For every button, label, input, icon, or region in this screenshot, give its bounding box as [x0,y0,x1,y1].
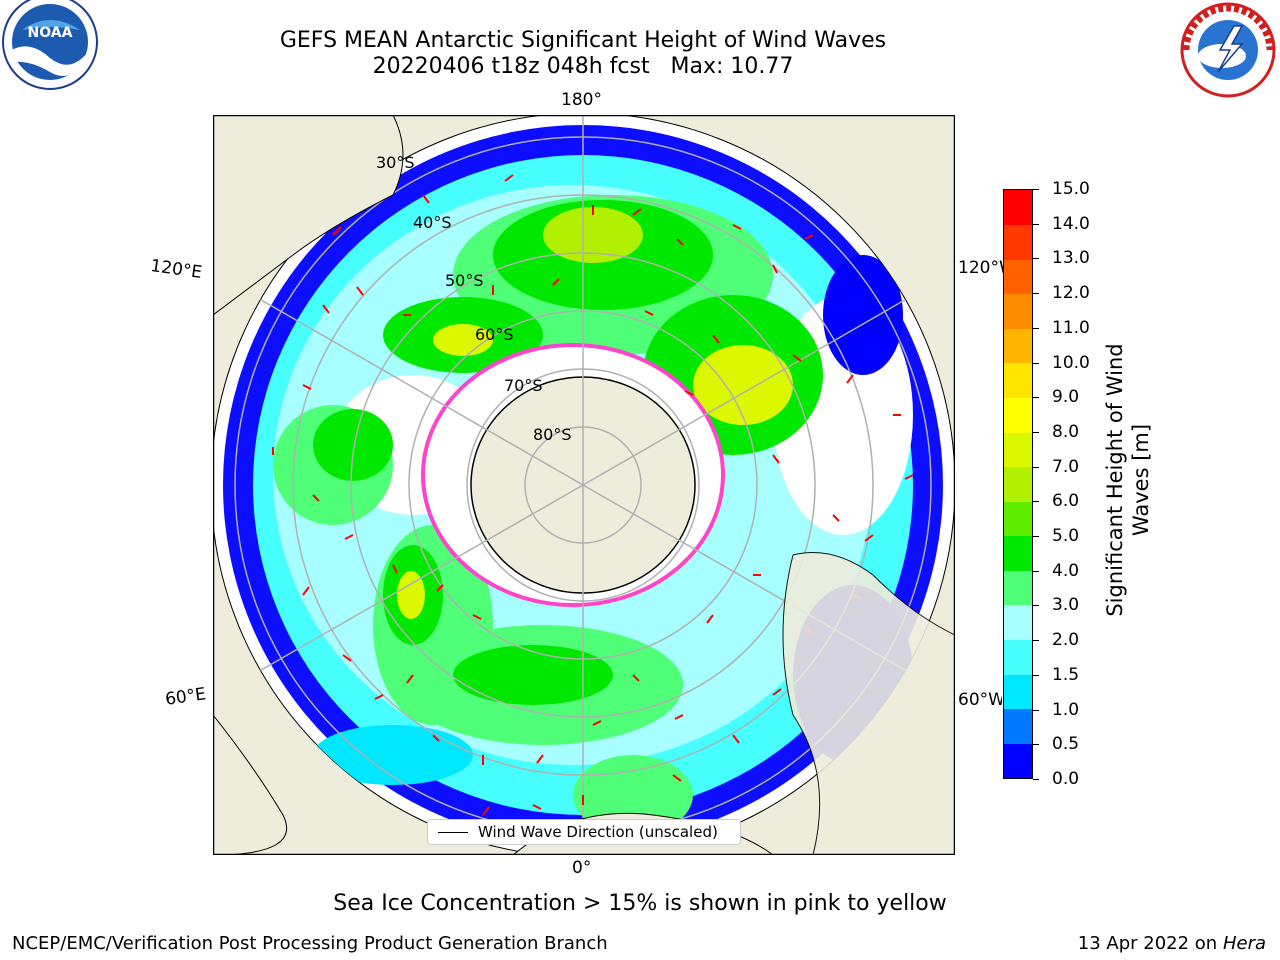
legend-label: Wind Wave Direction (unscaled) [478,823,718,841]
legend-line [438,832,468,833]
colorbar-tick-label: 3.0 [1052,595,1080,616]
colorbar-tick-mark [1033,258,1039,260]
svg-text:NOAA: NOAA [28,25,73,41]
colorbar-segment [1004,328,1032,364]
lon-label-60w: 60°W [958,690,1002,710]
colorbar-tick-label: 15.0 [1052,179,1090,199]
colorbar-tick-mark [1033,501,1039,503]
colorbar-tick-mark [1033,397,1039,399]
colorbar-tick-label: 11.0 [1052,317,1090,338]
colorbar-segment [1004,190,1032,225]
colorbar-tick-mark [1033,605,1039,607]
colorbar-segment [1004,674,1032,710]
map-frame [212,114,956,856]
colorbar-segment [1004,466,1032,502]
colorbar-tick-label: 0.0 [1052,769,1080,789]
colorbar-tick-label: 0.5 [1052,734,1080,755]
lon-label-180: 180° [561,90,602,110]
colorbar-segment [1004,501,1032,537]
colorbar-tick-mark [1033,431,1039,433]
colorbar-tick-label: 2.0 [1052,630,1080,651]
colorbar-tick-label: 9.0 [1052,387,1080,408]
colorbar-segment [1004,639,1032,675]
footer-branch: NCEP/EMC/Verification Post Processing Pr… [12,933,608,954]
colorbar-tick-mark [1033,570,1039,572]
colorbar-segment [1004,535,1032,571]
colorbar-label: Significant Height of Wind Waves [m] [1103,343,1153,617]
lon-label-120w: 120°W [958,258,1006,278]
colorbar-tick-mark [1033,744,1039,746]
lat-label-40s: 40°S [413,213,452,232]
lat-label-60s: 60°S [475,325,514,344]
colorbar-tick-mark [1033,779,1039,780]
lon-label-60e: 60°E [164,684,208,710]
footer-date: 13 Apr 2022 on Hera [1078,933,1266,954]
sea-ice-note: Sea Ice Concentration > 15% is shown in … [333,891,947,916]
colorbar-tick-label: 5.0 [1052,526,1080,547]
colorbar-tick-mark [1033,536,1039,538]
colorbar-tick-label: 7.0 [1052,456,1080,477]
colorbar-tick-mark [1033,362,1039,364]
colorbar-segment [1004,293,1032,329]
colorbar-tick-label: 6.0 [1052,491,1080,512]
lat-label-80s: 80°S [533,425,572,444]
colorbar-segment [1004,708,1032,744]
colorbar-segment [1004,362,1032,398]
colorbar-segment [1004,605,1032,641]
noaa-logo: NOAA [0,0,104,96]
colorbar-segment [1004,743,1032,779]
colorbar-tick-mark [1033,189,1039,190]
colorbar-segment [1004,224,1032,260]
colorbar-segment [1004,259,1032,295]
map-legend: Wind Wave Direction (unscaled) [427,819,741,845]
chart-title: GEFS MEAN Antarctic Significant Height o… [279,28,887,53]
colorbar-tick-label: 4.0 [1052,560,1080,581]
colorbar-tick-label: 8.0 [1052,421,1080,442]
lat-label-50s: 50°S [445,271,484,290]
colorbar-tick-mark [1033,327,1039,329]
polar-map [212,114,956,856]
colorbar-segment [1004,570,1032,606]
colorbar-segment [1004,432,1032,468]
colorbar-tick-label: 1.5 [1052,664,1080,685]
colorbar-tick-label: 1.0 [1052,699,1080,720]
colorbar-segment [1004,397,1032,433]
lon-label-120e: 120°E [149,256,204,284]
colorbar-tick-label: 12.0 [1052,283,1090,304]
colorbar-tick-mark [1033,709,1039,711]
colorbar-tick-mark [1033,674,1039,676]
nws-logo [1176,0,1280,100]
colorbar-tick-mark [1033,223,1039,225]
colorbar [1003,189,1033,779]
colorbar-tick-mark [1033,466,1039,468]
colorbar-tick-label: 14.0 [1052,213,1090,234]
colorbar-tick-mark [1033,640,1039,642]
colorbar-tick-mark [1033,293,1039,295]
lon-label-0: 0° [572,858,592,878]
colorbar-tick-label: 13.0 [1052,248,1090,269]
chart-subtitle: 20220406 t18z 048h fcst Max: 10.77 [372,54,794,79]
lat-label-70s: 70°S [504,376,543,395]
footer-machine: Hera [1222,933,1266,954]
footer-date-text: 13 Apr 2022 on [1077,933,1223,954]
colorbar-tick-label: 10.0 [1052,352,1090,373]
lat-label-30s: 30°S [376,153,415,172]
